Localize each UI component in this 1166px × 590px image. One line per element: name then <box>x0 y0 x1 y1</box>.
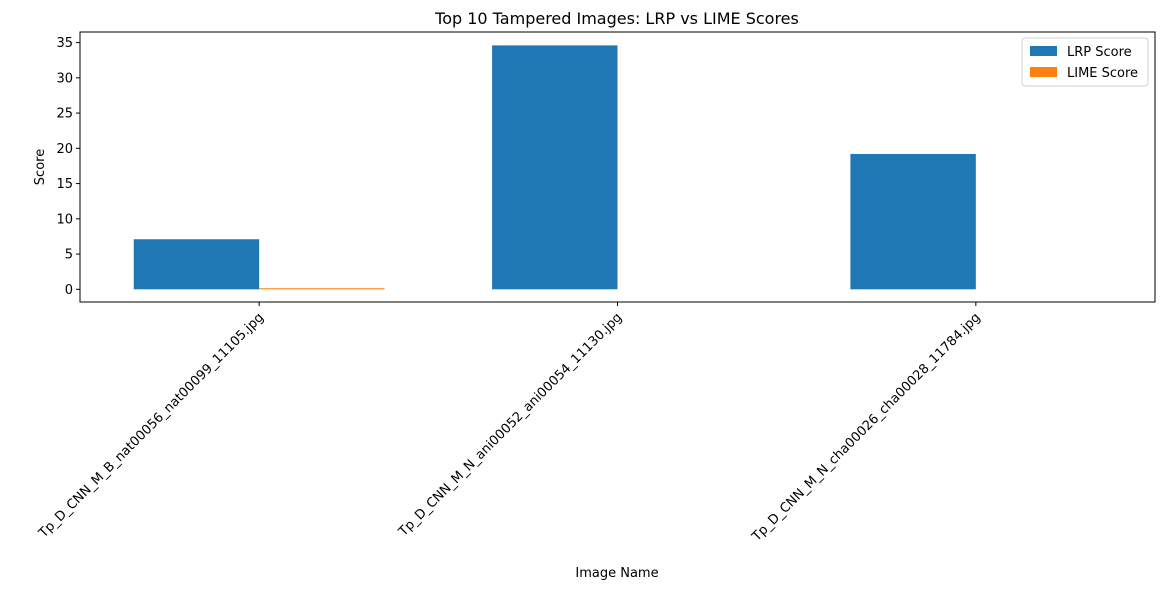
y-axis-label: Score <box>33 149 48 185</box>
legend-entry: LIME Score <box>1067 66 1138 81</box>
legend-entry: LRP Score <box>1067 45 1132 60</box>
bar-lime-score-1 <box>259 288 385 290</box>
y-tick-label: 15 <box>56 177 73 192</box>
y-tick-label: 20 <box>56 142 73 157</box>
y-tick-label: 0 <box>65 283 73 298</box>
y-tick-label: 25 <box>56 107 73 122</box>
y-tick-label: 10 <box>56 212 73 227</box>
chart-title: Top 10 Tampered Images: LRP vs LIME Scor… <box>434 9 799 28</box>
x-axis-label: Image Name <box>575 566 658 581</box>
x-tick-label: Tp_D_CNN_M_N_ani00052_ani00054_11130.jpg <box>395 310 625 540</box>
plot-area: 0 5 10 15 20 25 30 35 Tp_D_CNN_M_B_nat00056_nat0… <box>36 31 1156 545</box>
bar-lrp-score-2 <box>492 45 618 290</box>
y-tick-label: 35 <box>56 36 73 51</box>
legend-swatch <box>1030 46 1057 56</box>
bar-lrp-score-1 <box>133 239 260 290</box>
x-tick-label: Tp_D_CNN_M_B_nat00056_nat00099_11105.jpg <box>36 310 267 541</box>
bar-lrp-score-3 <box>850 153 976 290</box>
legend: LRP Score LIME Score <box>1021 37 1149 87</box>
y-tick-label: 5 <box>65 248 73 263</box>
legend-swatch <box>1030 67 1057 77</box>
y-tick-label: 30 <box>56 71 73 86</box>
x-tick-label: Tp_D_CNN_M_N_cha00026_cha00028_11784.jpg <box>749 310 984 545</box>
